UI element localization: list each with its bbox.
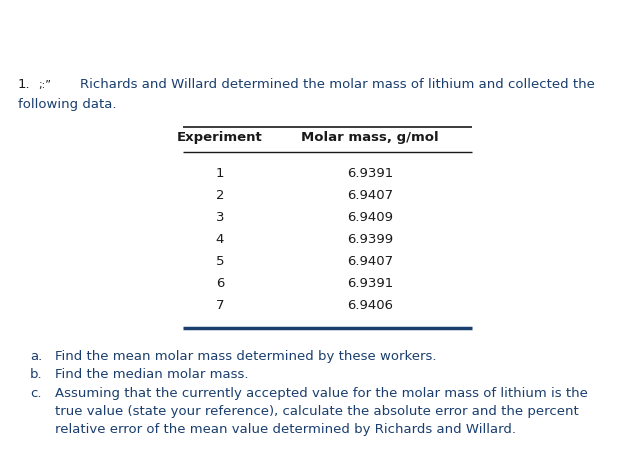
Text: 5: 5 [216,255,224,268]
Text: Experiment: Experiment [177,131,263,144]
Text: 6.9407: 6.9407 [347,189,393,202]
Text: 6.9407: 6.9407 [347,255,393,268]
Text: 6.9406: 6.9406 [347,299,393,312]
Text: 7: 7 [216,299,224,312]
Text: Molar mass, g/mol: Molar mass, g/mol [301,131,439,144]
Text: 6.9409: 6.9409 [347,211,393,224]
Text: a.: a. [30,350,42,363]
Text: Assuming that the currently accepted value for the molar mass of lithium is the: Assuming that the currently accepted val… [55,387,588,400]
Text: 6.9391: 6.9391 [347,277,393,290]
Text: 3: 3 [216,211,224,224]
Text: following data.: following data. [18,98,117,111]
Text: relative error of the mean value determined by Richards and Willard.: relative error of the mean value determi… [55,423,516,436]
Text: 1.: 1. [18,78,31,91]
Text: Find the mean molar mass determined by these workers.: Find the mean molar mass determined by t… [55,350,437,363]
Text: true value (state your reference), calculate the absolute error and the percent: true value (state your reference), calcu… [55,405,579,418]
Text: c.: c. [30,387,42,400]
Text: 6.9391: 6.9391 [347,167,393,180]
Text: b.: b. [30,368,42,381]
Text: 4: 4 [216,233,224,246]
Text: 2: 2 [216,189,224,202]
Text: Find the median molar mass.: Find the median molar mass. [55,368,249,381]
Text: Richards and Willard determined the molar mass of lithium and collected the: Richards and Willard determined the mola… [80,78,595,91]
Text: 1: 1 [216,167,224,180]
Text: 6: 6 [216,277,224,290]
Text: ;:”: ;:” [38,80,51,90]
Text: 6.9399: 6.9399 [347,233,393,246]
